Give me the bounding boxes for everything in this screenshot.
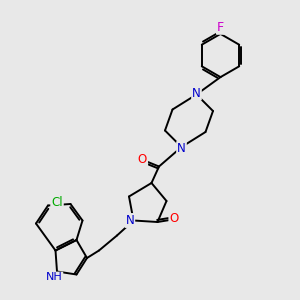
Text: O: O <box>169 212 178 226</box>
Text: O: O <box>138 153 147 167</box>
Text: N: N <box>192 86 201 100</box>
Text: Cl: Cl <box>51 196 63 209</box>
Text: F: F <box>217 21 224 34</box>
Text: N: N <box>177 142 186 155</box>
Text: NH: NH <box>46 272 62 283</box>
Text: N: N <box>125 214 134 227</box>
